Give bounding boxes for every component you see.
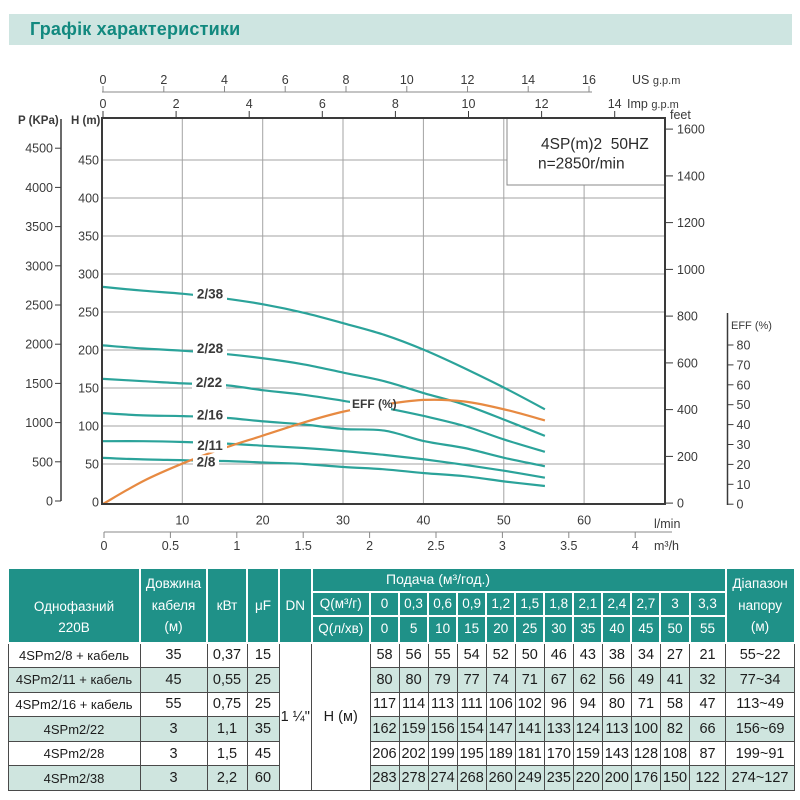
svg-text:2000: 2000: [25, 338, 53, 352]
svg-text:600: 600: [677, 356, 698, 370]
svg-text:400: 400: [677, 403, 698, 417]
svg-text:16: 16: [582, 73, 596, 87]
svg-text:4: 4: [221, 73, 228, 87]
svg-text:3500: 3500: [25, 220, 53, 234]
svg-text:Imp g.p.m: Imp g.p.m: [627, 97, 679, 111]
svg-text:1500: 1500: [25, 377, 53, 391]
svg-text:6: 6: [282, 73, 289, 87]
svg-text:1000: 1000: [677, 263, 705, 277]
svg-text:8: 8: [343, 73, 350, 87]
svg-text:10: 10: [400, 73, 414, 87]
svg-text:20: 20: [256, 514, 270, 528]
svg-text:100: 100: [78, 420, 99, 434]
svg-text:60: 60: [577, 514, 591, 528]
svg-text:50: 50: [497, 514, 511, 528]
svg-text:feet: feet: [670, 108, 691, 122]
svg-text:2: 2: [366, 539, 373, 553]
svg-text:0: 0: [92, 496, 99, 510]
svg-text:1200: 1200: [677, 216, 705, 230]
svg-text:0: 0: [737, 498, 744, 512]
svg-text:1400: 1400: [677, 169, 705, 183]
svg-text:30: 30: [737, 438, 751, 452]
svg-text:40: 40: [737, 418, 751, 432]
svg-text:0: 0: [100, 97, 107, 111]
svg-text:4SP(m)2 50HZ: 4SP(m)2 50HZ: [541, 136, 649, 153]
svg-text:4500: 4500: [25, 142, 53, 156]
svg-text:12: 12: [535, 97, 549, 111]
svg-text:EFF (%): EFF (%): [731, 320, 772, 332]
svg-text:3.5: 3.5: [560, 539, 577, 553]
svg-text:60: 60: [737, 378, 751, 392]
svg-text:250: 250: [78, 306, 99, 320]
svg-text:0: 0: [100, 73, 107, 87]
svg-text:US g.p.m: US g.p.m: [632, 73, 680, 87]
svg-text:2.5: 2.5: [427, 539, 444, 553]
svg-text:1000: 1000: [25, 416, 53, 430]
svg-text:4000: 4000: [25, 181, 53, 195]
svg-text:4: 4: [632, 539, 639, 553]
svg-text:12: 12: [461, 73, 475, 87]
svg-text:50: 50: [85, 458, 99, 472]
svg-text:1: 1: [233, 539, 240, 553]
svg-text:80: 80: [737, 339, 751, 353]
svg-text:2/38: 2/38: [197, 287, 224, 302]
svg-text:2/8: 2/8: [197, 455, 216, 470]
svg-text:n=2850r/min: n=2850r/min: [538, 156, 625, 173]
svg-text:400: 400: [78, 192, 99, 206]
svg-text:450: 450: [78, 154, 99, 168]
svg-text:8: 8: [392, 97, 399, 111]
svg-text:2/11: 2/11: [197, 438, 223, 453]
svg-text:6: 6: [319, 97, 326, 111]
svg-text:1.5: 1.5: [295, 539, 312, 553]
svg-text:2/22: 2/22: [196, 375, 222, 390]
svg-text:10: 10: [462, 97, 476, 111]
svg-text:m³/h: m³/h: [654, 539, 679, 553]
svg-text:200: 200: [78, 344, 99, 358]
svg-text:40: 40: [416, 514, 430, 528]
svg-text:3000: 3000: [25, 259, 53, 273]
svg-text:10: 10: [175, 514, 189, 528]
svg-text:14: 14: [608, 97, 622, 111]
svg-text:1600: 1600: [677, 123, 705, 137]
svg-text:2: 2: [173, 97, 180, 111]
svg-text:30: 30: [336, 514, 350, 528]
svg-text:0: 0: [677, 497, 684, 511]
svg-text:0.5: 0.5: [162, 539, 179, 553]
svg-text:P (KPa): P (KPa): [18, 115, 59, 127]
svg-text:0: 0: [101, 539, 108, 553]
svg-text:800: 800: [677, 310, 698, 324]
svg-text:500: 500: [32, 455, 53, 469]
svg-text:150: 150: [78, 382, 99, 396]
svg-text:300: 300: [78, 268, 99, 282]
svg-text:350: 350: [78, 230, 99, 244]
svg-text:3: 3: [499, 539, 506, 553]
svg-text:50: 50: [737, 398, 751, 412]
svg-text:20: 20: [737, 458, 751, 472]
svg-text:2/16: 2/16: [197, 408, 224, 423]
svg-text:H (m): H (m): [71, 115, 101, 127]
svg-text:l/min: l/min: [654, 517, 680, 531]
svg-text:2500: 2500: [25, 299, 53, 313]
svg-text:2/28: 2/28: [197, 341, 224, 356]
svg-text:2: 2: [160, 73, 167, 87]
svg-text:0: 0: [46, 495, 53, 509]
svg-text:EFF (%): EFF (%): [352, 397, 397, 411]
svg-text:70: 70: [737, 358, 751, 372]
svg-text:14: 14: [521, 73, 535, 87]
svg-text:200: 200: [677, 450, 698, 464]
svg-text:10: 10: [737, 478, 751, 492]
svg-text:4: 4: [246, 97, 253, 111]
